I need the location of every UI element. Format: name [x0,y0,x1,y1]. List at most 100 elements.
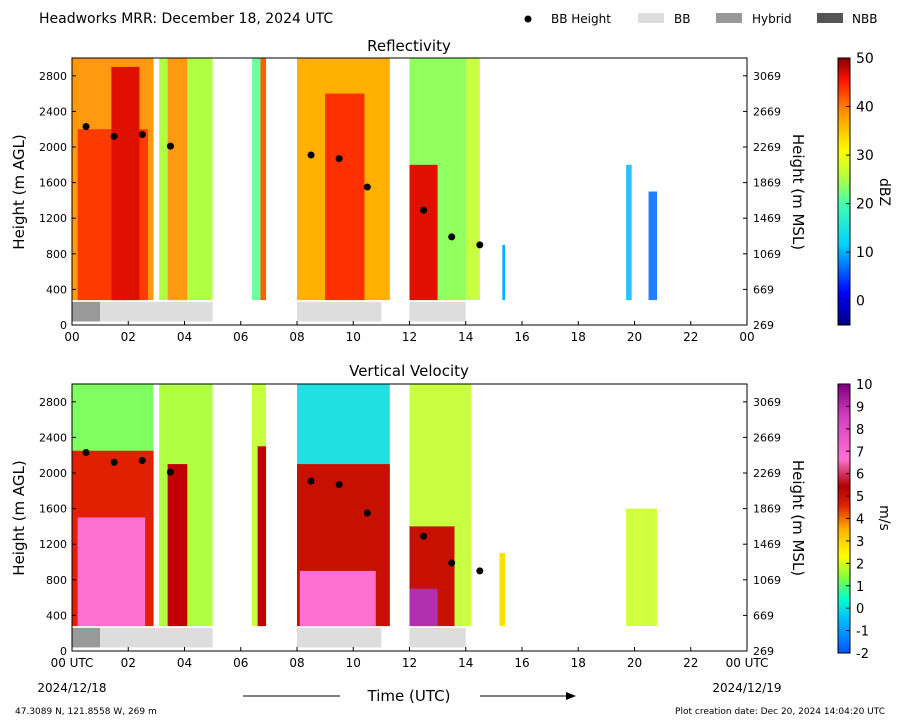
x-tick-label: 08 [289,656,304,670]
x-tick-label: 06 [233,656,248,670]
bb-height-point [363,509,371,517]
bb-height-point [448,233,456,241]
legend-bb-label: BB [674,12,690,26]
y-tick-label-right: 2669 [753,431,781,444]
bb-type-segment [297,301,382,322]
bb-type-segment [409,627,466,648]
bb-type-segment [72,627,101,648]
bb-height-point [138,457,146,465]
echo-region [111,66,140,301]
echo-region [260,58,267,301]
x-tick-label: 00 UTC [726,656,769,670]
start-date-label: 2024/12/18 [37,681,106,695]
colorbar-tick-label: 30 [856,148,874,164]
legend-hybrid-label: Hybrid [752,12,792,26]
colorbar-tick-label: 6 [856,468,864,483]
colorbar-tick-label: 8 [856,423,864,438]
bb-height-point [335,481,343,489]
y-tick-label-right: 1469 [753,212,781,225]
colorbar-tick-label: 9 [856,400,864,415]
colorbar-tick-label: -2 [856,647,869,662]
legend-nbb-label: NBB [852,12,877,26]
x-tick-label: 00 [64,330,79,344]
x-tick-label: 12 [402,330,417,344]
echo-region [299,570,376,627]
reflectivity-ylabel: Height (m AGL) [10,134,28,249]
velocity-x-ticks: 00 UTC 02 04 06 08 10 12 14 16 18 20 22 00 UTC [51,647,769,670]
bb-height-point [110,132,118,140]
echo-region [626,164,632,301]
colorbar-tick-label: 4 [856,513,864,528]
y-tick-label: 2800 [39,70,67,83]
y-tick-label: 1200 [39,212,67,225]
x-tick-label: 22 [683,330,698,344]
y-tick-label: 1200 [39,538,67,551]
x-tick-label: 14 [458,656,473,670]
x-tick-label: 04 [177,330,192,344]
y-tick-label-right: 1869 [753,177,781,190]
bb-type-segment [409,301,466,322]
legend-bb-height-label: BB Height [551,12,611,26]
x-tick-label: 02 [121,656,136,670]
echo-region [257,446,267,627]
reflectivity-colorbar-label: dBZ [876,178,892,206]
velocity-bb-type-bar [72,627,466,648]
reflectivity-title: Reflectivity [367,37,451,55]
x-tick-label: 00 [739,330,754,344]
colorbar-tick-label: 50 [856,51,874,67]
y-tick-label: 800 [46,574,67,587]
y-tick-label-right: 669 [753,609,774,622]
y-tick-label: 2400 [39,105,67,118]
bb-height-point [138,131,146,139]
reflectivity-y-ticks-right: 269 669 1069 1469 1869 2269 2669 3069 [743,70,781,332]
end-date-label: 2024/12/19 [712,681,781,695]
bb-height-point [82,449,90,457]
colorbar-tick-label: 7 [856,445,864,460]
y-tick-label: 2800 [39,396,67,409]
x-tick-label: 08 [289,330,304,344]
velocity-bb-height-dots [82,449,484,575]
reflectivity-ylabel-right: Height (m MSL) [789,134,807,250]
x-tick-label: 20 [627,330,642,344]
reflectivity-colorbar-ticks: 0 10 20 30 40 50 [846,51,874,310]
bb-type-segment [100,627,213,648]
bb-height-point [476,241,484,249]
colorbar-tick-label: 0 [856,294,865,310]
velocity-colorbar-ticks: -2 -1 0 1 2 3 4 5 6 7 8 9 10 [846,378,873,662]
echo-region [325,93,365,301]
x-tick-label: 16 [514,656,529,670]
bb-type-segment [100,301,213,322]
colorbar-tick-label: 20 [856,197,874,213]
echo-region [499,553,506,627]
legend-bb-height-dot [524,15,532,23]
y-tick-label-right: 3069 [753,396,781,409]
x-tick-label: 20 [627,656,642,670]
x-tick-label: 14 [458,330,473,344]
velocity-ylabel-right: Height (m MSL) [789,460,807,576]
reflectivity-bb-type-bar [72,301,466,322]
creation-date-label: Plot creation date: Dec 20, 2024 14:04:2… [675,707,885,717]
legend-hybrid-swatch [716,13,742,23]
x-tick-label: 00 UTC [51,656,94,670]
colorbar-tick-label: 40 [856,100,874,116]
y-tick-label-right: 2669 [753,105,781,118]
echo-region [502,244,506,301]
x-tick-label: 04 [177,656,192,670]
echo-region [648,191,657,301]
reflectivity-colorbar [837,57,851,326]
echo-region [167,464,188,627]
y-tick-label-right: 269 [753,319,774,332]
time-arrow-head-icon [566,692,576,700]
bb-height-point [448,559,456,567]
colorbar-tick-label: 2 [856,557,864,572]
colorbar-tick-label: -1 [856,625,869,640]
reflectivity-bb-height-dots [82,123,484,249]
colorbar-tick-label: 10 [856,378,873,393]
y-tick-label-right: 2269 [753,467,781,480]
x-tick-label: 06 [233,330,248,344]
bb-height-point [420,532,428,540]
colorbar-tick-label: 10 [856,245,874,261]
bb-type-segment [72,301,101,322]
y-tick-label-right: 1469 [753,538,781,551]
